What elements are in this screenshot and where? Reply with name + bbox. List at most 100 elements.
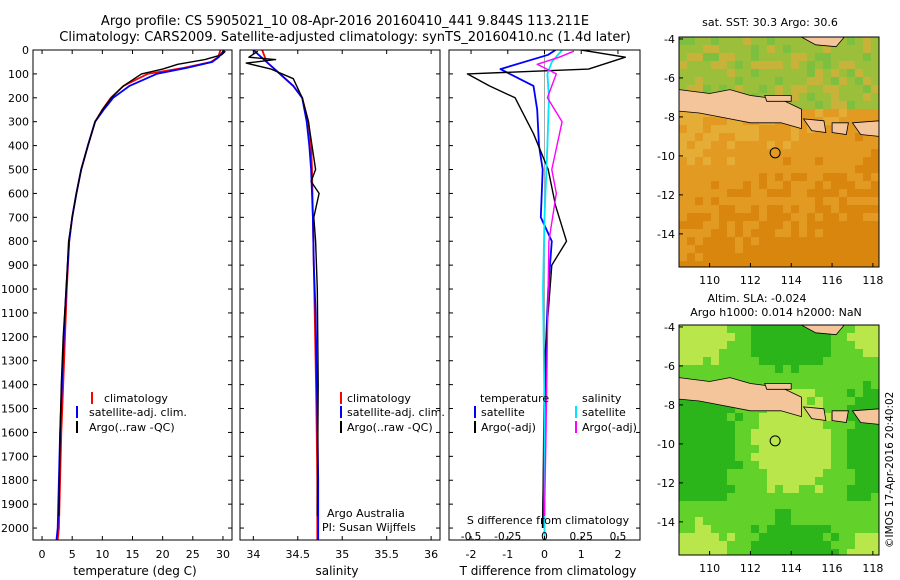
map-cell [863,93,871,101]
map-cell [815,229,823,237]
map-cell [751,533,759,541]
map-cell [775,325,783,333]
map-cell [807,85,815,93]
map-cell [759,541,767,549]
map-cell [791,445,799,453]
map-cell [831,397,839,405]
map-cell [783,85,791,93]
map-cell [855,541,863,549]
map-cell [783,357,791,365]
map-cell [767,333,775,341]
map-cell [839,477,847,485]
temperature-xlabel: temperature (deg C) [73,564,196,578]
map-cell [871,461,879,469]
map-cell [791,253,799,261]
map-cell [775,477,783,485]
map-cell [823,125,831,133]
map-cell [791,325,799,333]
depth-tick-label: 0 [22,44,29,57]
land-mass [851,408,879,425]
map-cell [679,261,687,267]
map-cell [839,149,847,157]
map-cell [775,245,783,253]
map-cell [871,397,879,405]
map-cell [871,469,879,477]
map-cell [855,61,863,69]
map-cell [847,93,855,101]
map-cell [751,325,759,333]
map-cell [703,453,711,461]
map-cell [735,341,743,349]
map-cell [711,69,719,77]
map-cell [807,157,815,165]
map-cell [847,117,855,125]
map-cell [815,53,823,61]
map-cell [783,53,791,61]
map-cell [727,189,735,197]
map-cell [823,157,831,165]
map-cell [775,77,783,85]
map-cell [823,429,831,437]
map-cell [791,429,799,437]
map-cell [783,37,791,45]
map-cell [711,173,719,181]
map-cell [783,157,791,165]
map-cell [847,133,855,141]
map-cell [727,453,735,461]
map-cell [799,53,807,61]
map-cell [679,125,687,133]
map-cell [759,437,767,445]
header-line-1: Argo profile: CS 5905021_10 08-Apr-2016 … [101,14,589,29]
map-cell [863,333,871,341]
map-cell [703,45,711,53]
map-cell [807,229,815,237]
map-cell [831,389,839,397]
map-cell [847,53,855,61]
map-cell [823,421,831,429]
map-cell [839,373,847,381]
map-cell [783,485,791,493]
map-cell [815,245,823,253]
x-tick-label: 5 [69,548,76,561]
map-cell [711,341,719,349]
map-cell [759,357,767,365]
map-cell [751,477,759,485]
map-cell [799,93,807,101]
map-cell [743,477,751,485]
map-cell [831,477,839,485]
map-cell [839,541,847,549]
map-cell [751,237,759,245]
map-cell [767,165,775,173]
map-cell [831,253,839,261]
map-cell [847,101,855,109]
map-cell [847,77,855,85]
map-cell [775,53,783,61]
map-cell [735,493,743,501]
x-tick-label: 0 [39,548,46,561]
map-cell [855,93,863,101]
map-cell [767,485,775,493]
map-cell [735,461,743,469]
lat-tick-label: -14 [657,228,675,241]
map-cell [783,213,791,221]
depth-tick-label: 1400 [1,379,29,392]
map-cell [759,429,767,437]
map-cell [807,365,815,373]
map-cell [719,157,727,165]
map-cell [775,181,783,189]
map-cell [871,549,879,555]
map-cell [823,53,831,61]
map-cell [799,501,807,509]
map-cell [703,349,711,357]
map-cell [743,189,751,197]
map-cell [727,53,735,61]
map-cell [767,189,775,197]
map-cell [687,133,695,141]
map-cell [735,205,743,213]
map-cell [855,509,863,517]
map-cell [839,421,847,429]
map-cell [807,453,815,461]
map-cell [863,101,871,109]
map-cell [727,157,735,165]
map-cell [847,141,855,149]
